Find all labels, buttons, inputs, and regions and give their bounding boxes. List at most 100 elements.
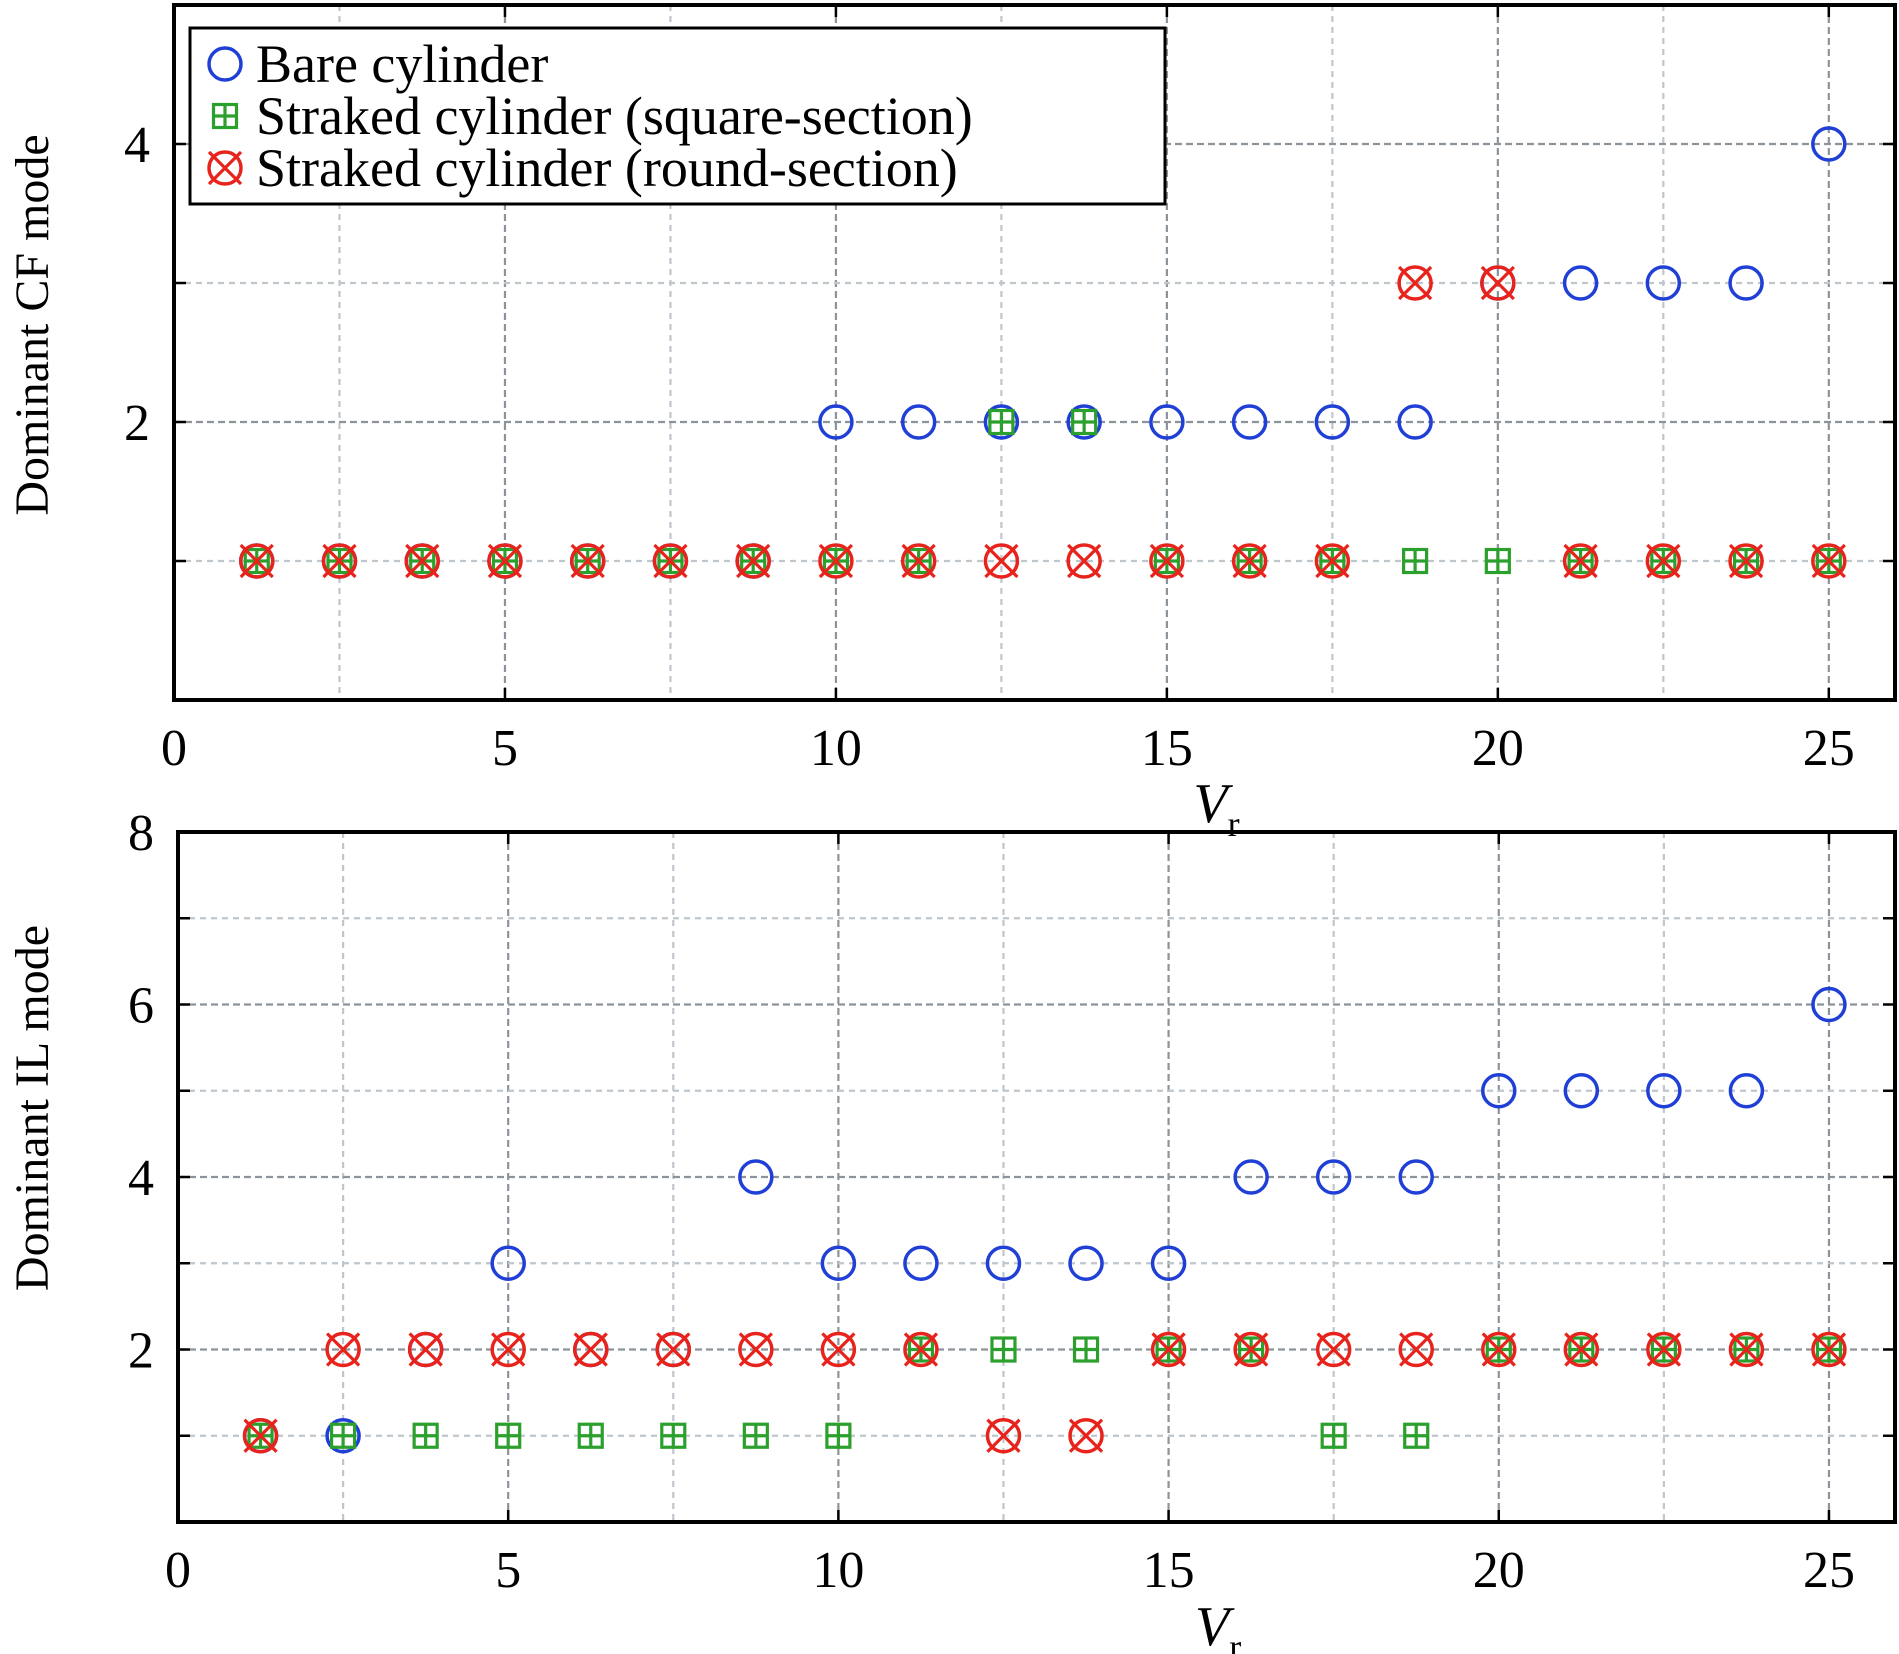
- point-bare-cylinder: [1645, 265, 1682, 301]
- point-bare-cylinder: [1397, 404, 1433, 440]
- legend-label-straked-cylinder-square-section: Straked cylinder (square-section): [256, 86, 973, 146]
- point-straked-cylinder-round-section-ring: [903, 1331, 939, 1368]
- point-straked-cylinder-round-section-diag2: [573, 1332, 608, 1367]
- point-straked-cylinder-round-section-diag2: [325, 1332, 361, 1367]
- point-straked-cylinder-round-section-diag2: [239, 543, 274, 579]
- point-bare-cylinder-shape: [818, 404, 854, 440]
- il-mode-panel: 0 5 10 15 20 25 2 4 6 8 Vr Dominant IL mode: [6, 805, 1897, 1654]
- x-tick-label: 10: [812, 1542, 864, 1599]
- point-straked-cylinder-round-section: [655, 1331, 692, 1368]
- point-straked-cylinder-round-section-diag2: [821, 1332, 856, 1367]
- point-straked-cylinder-round-section-diag2: [818, 543, 854, 579]
- point-straked-cylinder-round-section-diag2: [1481, 1332, 1516, 1367]
- point-straked-cylinder-round-section: [1728, 543, 1764, 579]
- point-bare-cylinder: [1149, 404, 1185, 440]
- point-straked-cylinder-round-section-ring: [1645, 543, 1682, 579]
- point-straked-cylinder-round-section: [1563, 1331, 1600, 1368]
- point-straked-cylinder-round-section-diag2: [901, 543, 936, 579]
- point-straked-cylinder-round-section: [983, 543, 1020, 579]
- point-straked-cylinder-square-section: [742, 1422, 769, 1449]
- point-straked-cylinder-round-section-diag2: [1068, 1418, 1104, 1453]
- point-straked-cylinder-round-section: [652, 543, 689, 579]
- x-tick-label: 0: [165, 1542, 191, 1599]
- point-bare-cylinder: [1811, 986, 1847, 1023]
- grid: [178, 832, 1895, 1522]
- point-bare-cylinder-shape: [738, 1159, 774, 1195]
- point-straked-cylinder-round-section: [1728, 1331, 1765, 1368]
- point-straked-cylinder-round-section-ring: [735, 543, 771, 579]
- point-bare-cylinder-shape: [1481, 1073, 1517, 1109]
- point-straked-cylinder-round-section-ring: [572, 1331, 609, 1368]
- point-straked-cylinder-round-section-ring: [1728, 543, 1764, 579]
- x-axis-label-subscript: r: [1228, 804, 1240, 844]
- point-straked-cylinder-round-section-diag2: [487, 543, 523, 579]
- point-straked-cylinder-round-section: [1481, 1331, 1517, 1368]
- series-straked-cylinder-square-section: [243, 408, 1842, 575]
- point-straked-cylinder-round-section-diag2: [738, 1332, 773, 1367]
- x-tick-label: 10: [810, 720, 862, 777]
- point-straked-cylinder-round-section: [1397, 265, 1433, 301]
- point-straked-cylinder-round-section-ring: [1068, 1418, 1104, 1454]
- point-bare-cylinder-shape: [1149, 404, 1185, 440]
- legend-marker-straked-cylinder-square-section: [211, 102, 239, 130]
- y-tick-label: 4: [128, 1150, 154, 1207]
- point-straked-cylinder-round-section: [321, 543, 358, 579]
- legend-box: [188, 26, 1167, 206]
- point-bare-cylinder-shape: [1398, 1159, 1434, 1195]
- plot-frame: [172, 3, 1897, 702]
- point-bare-cylinder: [1728, 265, 1764, 301]
- point-straked-cylinder-round-section: [487, 543, 523, 579]
- series-straked-cylinder-round-section: [238, 265, 1847, 579]
- point-bare-cylinder-shape: [983, 404, 1020, 440]
- point-bare-cylinder-shape: [490, 1245, 526, 1281]
- point-straked-cylinder-round-section: [738, 1331, 774, 1368]
- point-straked-cylinder-round-section-ring: [242, 1418, 279, 1454]
- point-straked-cylinder-round-section-ring: [900, 543, 937, 579]
- y-tick-label: 8: [128, 805, 154, 862]
- point-straked-cylinder-round-section-ring: [1066, 543, 1102, 579]
- point-straked-cylinder-round-section-ring: [404, 543, 440, 579]
- point-straked-cylinder-round-section-diag2: [408, 1332, 443, 1367]
- x-tick-labels: 0 5 10 15 20 25: [161, 720, 1855, 777]
- point-straked-cylinder-round-section-diag2: [903, 1332, 939, 1367]
- point-straked-cylinder-square-section: [660, 1422, 687, 1449]
- point-bare-cylinder: [818, 404, 854, 440]
- point-bare-cylinder-shape: [1397, 404, 1433, 440]
- point-straked-cylinder-round-section-ring: [1398, 1331, 1434, 1368]
- y-axis-label: Dominant CF mode: [6, 134, 59, 515]
- point-straked-cylinder-round-section-diag2: [1811, 543, 1846, 579]
- point-straked-cylinder-round-section: [1314, 543, 1351, 579]
- y-axis-label: Dominant IL mode: [6, 925, 59, 1291]
- point-straked-cylinder-round-section-ring: [1480, 265, 1516, 301]
- point-bare-cylinder-shape: [1066, 404, 1102, 440]
- point-bare-cylinder: [820, 1245, 857, 1281]
- point-bare-cylinder-shape: [1068, 1245, 1104, 1281]
- point-bare-cylinder-shape: [1728, 1073, 1765, 1109]
- point-straked-cylinder-round-section-diag2: [405, 543, 440, 579]
- point-straked-cylinder-round-section: [238, 543, 275, 579]
- point-bare-cylinder-shape: [820, 1245, 857, 1281]
- point-straked-cylinder-round-section-diag2: [1232, 543, 1267, 579]
- legend-marker-straked-cylinder-round-section-ring: [207, 150, 243, 186]
- point-straked-cylinder-round-section-ring: [820, 1331, 857, 1368]
- x-tick-label: 20: [1472, 720, 1524, 777]
- point-straked-cylinder-round-section-ring: [985, 1418, 1022, 1454]
- legend-marker-bare-cylinder-shape: [207, 46, 243, 82]
- point-bare-cylinder-shape: [1646, 1073, 1682, 1109]
- point-bare-cylinder-shape: [1150, 1245, 1187, 1281]
- point-straked-cylinder-round-section-diag2: [653, 543, 688, 579]
- point-straked-cylinder-round-section-diag2: [1564, 1332, 1599, 1367]
- point-bare-cylinder: [1150, 1245, 1187, 1281]
- series-straked-cylinder-round-section: [242, 1331, 1847, 1454]
- point-straked-cylinder-round-section-ring: [238, 543, 275, 579]
- point-straked-cylinder-round-section-ring: [1728, 1331, 1765, 1368]
- point-bare-cylinder-shape: [1231, 404, 1268, 440]
- point-straked-cylinder-round-section-diag2: [1399, 1332, 1434, 1367]
- point-straked-cylinder-round-section: [1066, 543, 1102, 579]
- point-straked-cylinder-round-section-ring: [1397, 265, 1433, 301]
- point-bare-cylinder: [1233, 1159, 1269, 1195]
- point-bare-cylinder: [1068, 1245, 1104, 1281]
- data-points: [238, 126, 1847, 579]
